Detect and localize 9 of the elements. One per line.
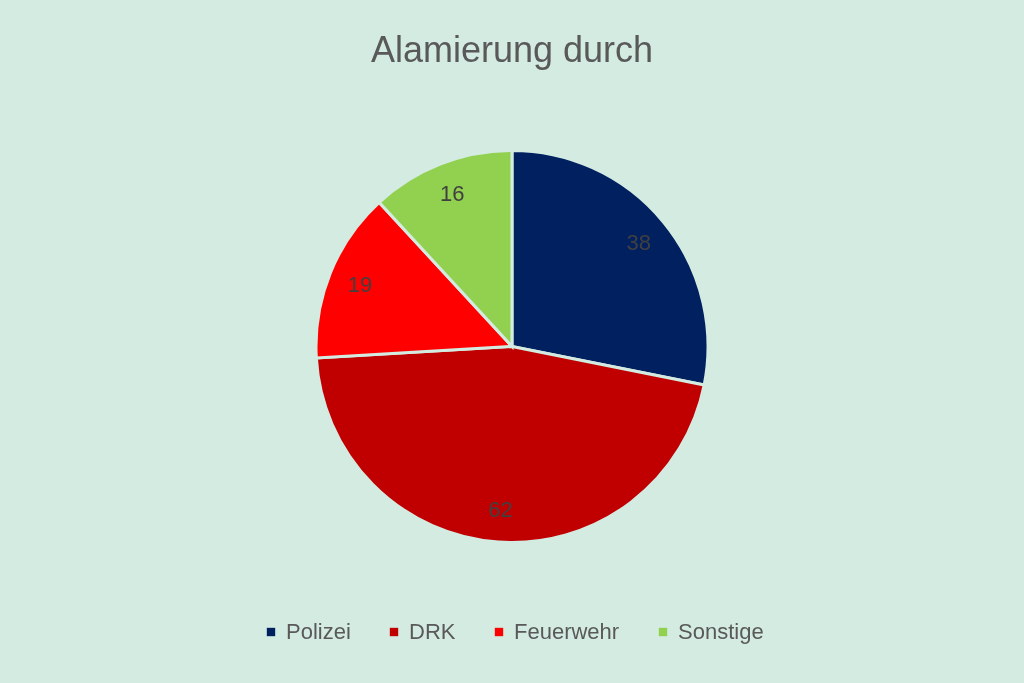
data-label: 38 [626, 229, 652, 255]
legend-label: Polizei [286, 619, 351, 644]
legend-label: Sonstige [678, 619, 764, 644]
data-label: 19 [347, 272, 373, 298]
chart-title: Alamierung durch [370, 29, 654, 70]
legend-label: DRK [409, 619, 456, 644]
data-label: 16 [440, 180, 465, 206]
data-label: 62 [488, 497, 513, 523]
legend-label: Feuerwehr [514, 619, 620, 644]
